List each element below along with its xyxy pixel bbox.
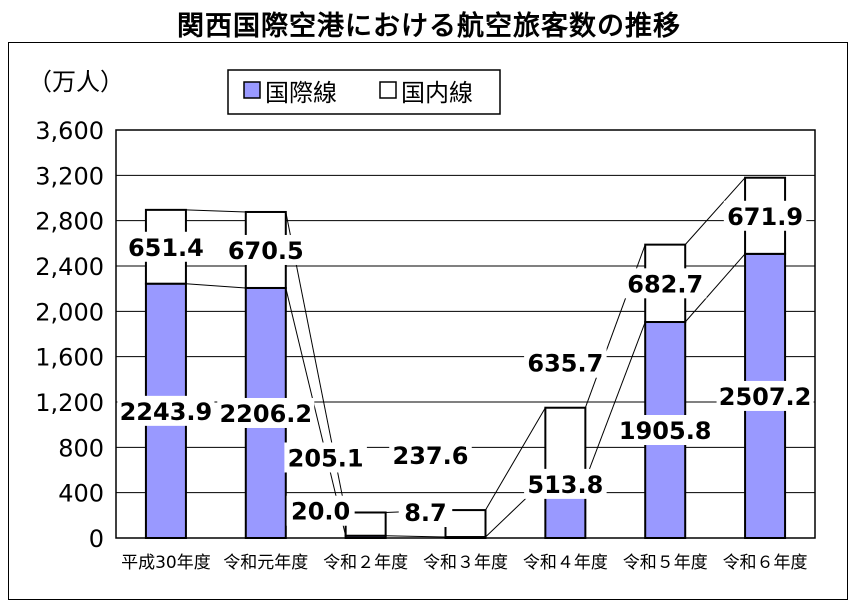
- plot-area: [115, 129, 816, 539]
- data-label-domestic-bg: [723, 200, 807, 231]
- data-label-international-bg: [217, 397, 315, 428]
- series-line-domestic: [485, 407, 546, 511]
- y-tick-label: 800: [58, 434, 104, 462]
- x-tick-label: 令和２年度: [323, 553, 408, 573]
- y-tick-label: 3,600: [35, 117, 104, 145]
- data-label-domestic: 205.1: [288, 444, 364, 472]
- data-label-domestic-bg: [224, 234, 308, 265]
- legend-box: [227, 69, 501, 115]
- data-label-international: 2206.2: [219, 400, 312, 428]
- data-label-international: 20.0: [291, 498, 350, 526]
- data-label-domestic: 682.7: [627, 270, 703, 298]
- legend-label-international: 国際線: [265, 79, 337, 107]
- y-tick-label: 2,400: [35, 253, 104, 281]
- y-unit-label: （万人）: [28, 68, 124, 96]
- data-label-international: 8.7: [404, 499, 447, 527]
- x-tick-label: 平成30年度: [121, 553, 211, 573]
- data-label-international: 1905.8: [619, 417, 712, 445]
- data-label-international: 2243.9: [120, 398, 213, 426]
- legend-swatch-domestic: [379, 81, 397, 99]
- legend-label-domestic: 国内線: [401, 79, 473, 107]
- y-tick-label: 400: [58, 480, 104, 508]
- series-line-international: [385, 535, 446, 538]
- data-label-international-bg: [616, 415, 714, 446]
- series-line-domestic: [684, 177, 746, 245]
- y-tick-label: 1,200: [35, 389, 104, 417]
- y-tick-label: 3,200: [35, 162, 104, 190]
- x-tick-label: 令和４年度: [523, 553, 608, 573]
- data-label-domestic: 635.7: [527, 350, 603, 378]
- data-label-domestic-bg: [623, 268, 707, 299]
- y-tick-label: 2,000: [35, 298, 104, 326]
- data-label-domestic-bg: [389, 440, 472, 471]
- legend-swatch-international: [243, 81, 261, 99]
- data-label-domestic: 651.4: [128, 234, 204, 262]
- series-line-international: [285, 287, 347, 536]
- data-label-international-bg: [286, 495, 355, 526]
- bar-domestic: [544, 406, 587, 481]
- x-tick-label: 令和３年度: [423, 553, 508, 573]
- y-tick-label: 2,800: [35, 208, 104, 236]
- series-line-domestic: [185, 209, 246, 213]
- data-label-domestic-bg: [124, 231, 208, 262]
- data-label-international: 2507.2: [719, 383, 812, 411]
- data-label-international-bg: [117, 395, 215, 426]
- x-tick-label: 令和元年度: [223, 553, 308, 573]
- series-line-international: [584, 321, 646, 480]
- legend: 国際線 国内線: [227, 69, 501, 115]
- series-line-international: [684, 253, 746, 323]
- data-label-domestic-bg: [524, 347, 607, 378]
- data-label-domestic: 670.5: [228, 237, 304, 265]
- data-label-international: 513.8: [527, 471, 603, 499]
- y-tick-label: 0: [89, 525, 104, 553]
- data-label-domestic: 237.6: [393, 442, 469, 470]
- data-label-international-bg: [524, 468, 607, 499]
- chart-frame: [8, 42, 848, 600]
- series-line-international: [185, 283, 246, 289]
- data-label-international-bg: [716, 380, 814, 411]
- y-tick-label: 1,600: [35, 344, 104, 372]
- data-label-international-bg: [398, 497, 453, 528]
- x-tick-label: 令和６年度: [723, 553, 808, 573]
- chart-title: 関西国際空港における航空旅客数の推移: [177, 11, 681, 42]
- data-label-domestic-bg: [284, 442, 367, 473]
- x-tick-label: 令和５年度: [623, 553, 708, 573]
- data-label-domestic: 671.9: [727, 203, 803, 231]
